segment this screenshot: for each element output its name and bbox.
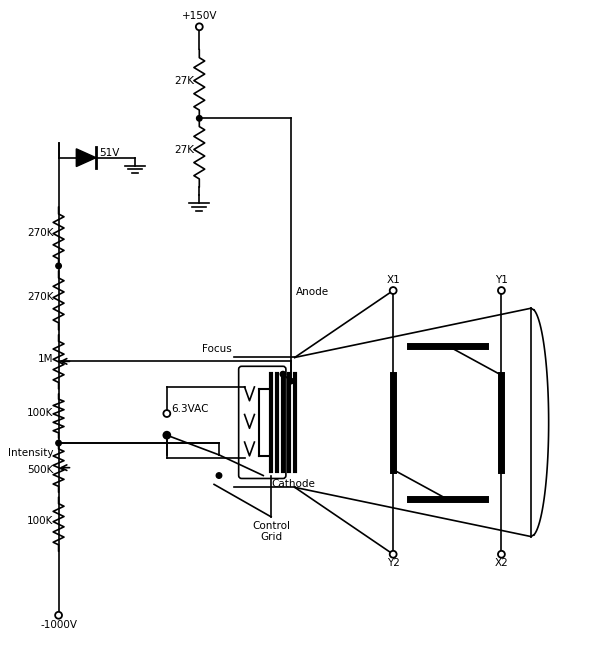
Text: 500K: 500K xyxy=(27,464,54,475)
Circle shape xyxy=(288,379,293,384)
Text: 100K: 100K xyxy=(27,516,54,526)
Text: 27K: 27K xyxy=(174,76,194,86)
Text: 27K: 27K xyxy=(174,145,194,155)
Circle shape xyxy=(164,432,170,438)
Text: Control: Control xyxy=(252,521,290,530)
Text: Anode: Anode xyxy=(296,287,329,297)
Circle shape xyxy=(498,287,505,294)
Circle shape xyxy=(163,410,170,417)
Text: X2: X2 xyxy=(495,558,508,568)
Text: Y1: Y1 xyxy=(495,275,508,285)
Text: 6.3VAC: 6.3VAC xyxy=(171,404,209,413)
Text: 270K: 270K xyxy=(27,293,54,302)
Circle shape xyxy=(498,551,505,557)
Text: +150V: +150V xyxy=(181,11,217,21)
Circle shape xyxy=(280,371,286,377)
Text: X1: X1 xyxy=(386,275,400,285)
Text: Y2: Y2 xyxy=(387,558,399,568)
Text: 100K: 100K xyxy=(27,408,54,418)
Polygon shape xyxy=(77,149,96,167)
Text: 1M: 1M xyxy=(38,354,54,364)
Circle shape xyxy=(56,263,61,269)
Circle shape xyxy=(163,432,170,439)
Circle shape xyxy=(196,23,203,30)
Circle shape xyxy=(390,551,396,557)
Circle shape xyxy=(216,473,221,478)
Text: Cathode: Cathode xyxy=(271,479,315,489)
Circle shape xyxy=(390,287,396,294)
Circle shape xyxy=(197,116,202,121)
Text: Intensity: Intensity xyxy=(8,448,54,458)
Text: 51V: 51V xyxy=(99,148,120,158)
Circle shape xyxy=(55,612,62,619)
Text: 270K: 270K xyxy=(27,229,54,238)
Text: Focus: Focus xyxy=(202,344,232,353)
Text: -1000V: -1000V xyxy=(40,620,77,630)
Circle shape xyxy=(56,441,61,446)
Text: Grid: Grid xyxy=(260,532,282,543)
